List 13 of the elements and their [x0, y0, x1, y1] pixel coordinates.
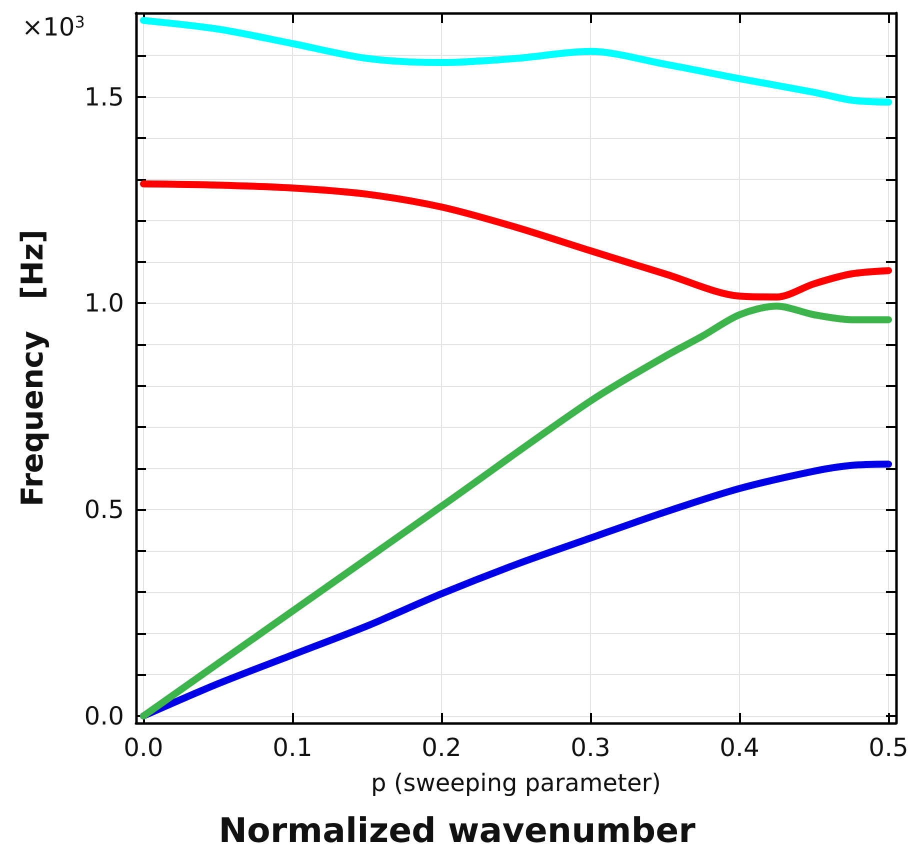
- y-axis-title: Frequency [Hz]: [16, 230, 50, 506]
- x-tick-label: 0.5: [868, 733, 908, 762]
- y-tick-label: 1.0: [84, 288, 124, 318]
- x-tick-label: 0.4: [720, 733, 760, 762]
- y-tick-label: 0.5: [84, 495, 124, 524]
- text: Normalized wavenumber: [218, 811, 696, 851]
- x-tick-label: 0.0: [124, 733, 164, 762]
- x-axis-title: p (sweeping parameter): [371, 769, 661, 797]
- x-tick-label: 0.1: [272, 733, 312, 762]
- y-tick-label: 0.0: [84, 701, 124, 730]
- x-tick-label: 0.3: [570, 733, 610, 762]
- x-tick-label: 0.2: [422, 733, 462, 762]
- y-tick-label: 1.5: [84, 82, 124, 112]
